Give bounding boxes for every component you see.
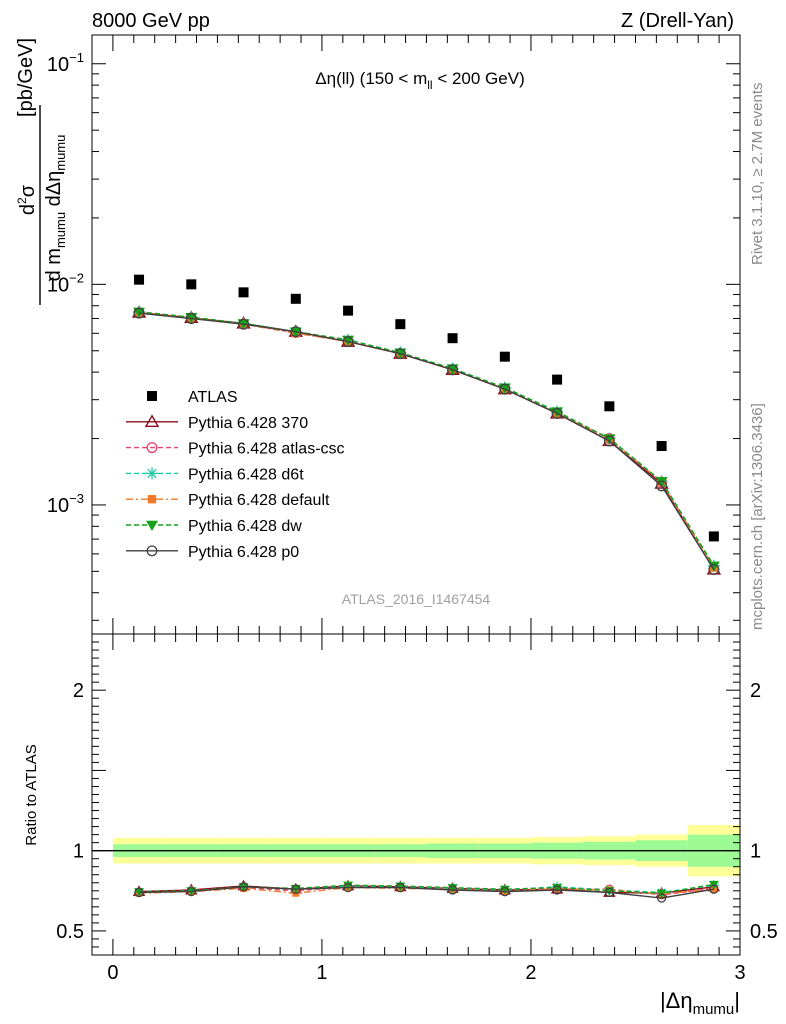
x-tick-label: 3 [734, 962, 745, 984]
legend-label: Pythia 6.428 default [188, 492, 330, 509]
ratio-ticks: 0.5 0.5 1 1 2 2 0 1 2 3 [56, 633, 778, 984]
series-point [394, 348, 406, 360]
side-label-mcplots: mcplots.cern.ch [arXiv:1306.3436] [749, 403, 766, 630]
series-line [138, 311, 715, 567]
legend-label: ATLAS [188, 389, 238, 406]
atlas-data [134, 274, 719, 542]
series-point [447, 364, 459, 376]
ylabel-denominator: d mmumu dΔηmumu [43, 135, 68, 282]
ylabel-unit: [pb/GeV] [15, 38, 37, 117]
data-point [656, 441, 667, 452]
legend-label: Pythia 6.428 370 [188, 415, 308, 432]
ratio-y-tick-label: 2 [73, 680, 84, 702]
series-point [289, 327, 302, 338]
legend-entry: Pythia 6.428 p0 [126, 544, 299, 561]
plot-title-sub: ll [427, 78, 432, 92]
data-point [238, 287, 249, 298]
ylabel-numerator: d2σ [15, 184, 39, 215]
series-line [138, 312, 715, 570]
ratio-series-line [139, 885, 714, 894]
data-point [708, 531, 719, 542]
ratio-plot-frame [91, 633, 741, 956]
series-point [133, 307, 145, 319]
ratio-point [186, 886, 196, 897]
header-left: 8000 GeV pp [92, 10, 210, 32]
main-x-ticks [112, 35, 741, 634]
ratio-series-line [139, 886, 714, 899]
series-5 [133, 307, 720, 575]
x-tick-label: 2 [525, 962, 536, 984]
data-point [552, 374, 563, 385]
legend-label: Pythia 6.428 d6t [188, 466, 304, 483]
rivet-label: Rivet 3.1.10, ≥ 2.7M events [749, 83, 766, 266]
data-point [186, 279, 197, 290]
ratio-point [552, 885, 562, 895]
ratio-series-5 [134, 882, 719, 903]
legend-entry: Pythia 6.428 d6t [126, 466, 304, 483]
main-y-ticks: 10−1 10−2 10−3 [47, 50, 740, 621]
data-point [134, 274, 145, 285]
ratio-y-tick-label-right: 2 [750, 680, 761, 702]
ratio-y-axis-label: Ratio to ATLAS [23, 744, 40, 845]
ratio-point [238, 882, 249, 892]
series-point [238, 318, 249, 330]
main-series [131, 274, 722, 575]
data-point [499, 351, 510, 362]
x-tick-label: 1 [316, 962, 327, 984]
side-label-rivet: Rivet 3.1.10, ≥ 2.7M events [749, 83, 766, 266]
ratio-point [395, 882, 405, 893]
series-point [185, 313, 197, 324]
plot-title-pre: Δη(ll) (150 < m [315, 69, 427, 88]
ratio-point [134, 887, 144, 898]
plot-title-post: < 200 GeV) [433, 69, 525, 88]
legend: ATLAS Pythia 6.428 370 Pythia 6.428 atlas-… [126, 389, 345, 561]
plot-title: Δη(ll) (150 < mll < 200 GeV) [315, 69, 524, 92]
series-point [656, 480, 668, 492]
mcplots-label: mcplots.cern.ch [arXiv:1306.3436] [749, 403, 766, 630]
header-right: Z (Drell-Yan) [621, 10, 734, 32]
x-tick-label: 0 [107, 962, 118, 984]
series-point [499, 383, 511, 395]
data-point [290, 293, 301, 304]
legend-label: Pythia 6.428 p0 [188, 544, 299, 561]
legend-entry: Pythia 6.428 atlas-csc [126, 441, 345, 458]
ratio-y-tick-label: 1 [73, 841, 84, 863]
data-point [447, 333, 458, 344]
main-y-tick-label: 10−3 [47, 491, 84, 517]
ratio-point [447, 885, 458, 895]
main-y-tick-label: 10−1 [47, 50, 84, 76]
main-y-axis-label: d2σ d mmumu dΔηmumu [pb/GeV] [15, 38, 68, 305]
ratio-y-tick-label-right: 0.5 [750, 921, 778, 943]
main-y-tick-label: 10−2 [47, 270, 84, 296]
ratio-point [343, 882, 353, 893]
ratio-y-tick-label-right: 1 [750, 841, 761, 863]
series-point [290, 326, 302, 338]
ratio-point [291, 884, 301, 894]
series-point [708, 564, 720, 575]
watermark: ATLAS_2016_I1467454 [342, 591, 491, 607]
legend-label: Pythia 6.428 dw [188, 518, 302, 535]
ratio-point [656, 893, 667, 903]
data-point [604, 401, 615, 412]
ratio-point [500, 886, 510, 897]
series-point [551, 407, 563, 419]
data-point [395, 319, 406, 330]
legend-entry: Pythia 6.428 default [126, 492, 330, 509]
ratio-uncertainty-bands [92, 824, 740, 877]
ratio-series [132, 879, 721, 903]
series-point [603, 435, 615, 447]
ratio-point [238, 883, 249, 892]
data-point [343, 305, 354, 316]
ratio-point [604, 887, 615, 898]
ratio-y-tick-label: 0.5 [56, 921, 84, 943]
ratio-point [709, 884, 719, 894]
legend-entry: ATLAS [147, 389, 238, 406]
legend-entry: Pythia 6.428 dw [126, 518, 302, 535]
legend-label: Pythia 6.428 atlas-csc [188, 441, 345, 458]
x-axis-label: |Δηmumu| [660, 988, 740, 1018]
series-point [342, 336, 354, 348]
series-point [655, 477, 668, 488]
legend-entry: Pythia 6.428 370 [126, 414, 308, 432]
